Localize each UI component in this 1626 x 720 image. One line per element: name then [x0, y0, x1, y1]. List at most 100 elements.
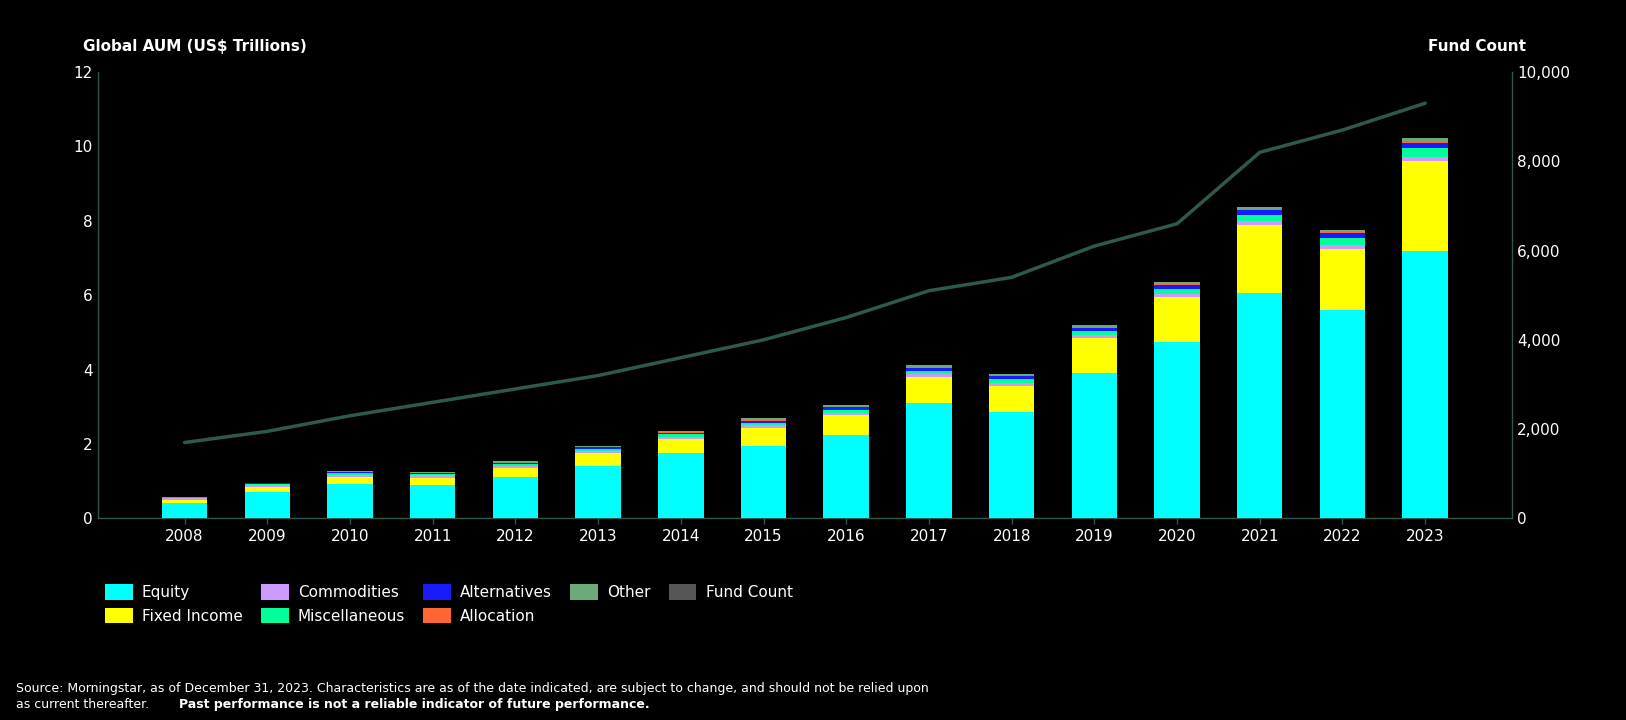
Bar — [1402, 157, 1447, 161]
Bar — [1237, 215, 1283, 221]
Bar — [989, 377, 1034, 379]
Bar — [1154, 284, 1200, 285]
Bar — [989, 413, 1034, 518]
Bar — [1320, 230, 1366, 233]
Bar — [1402, 143, 1447, 148]
Bar — [989, 375, 1034, 377]
Bar — [1072, 327, 1117, 328]
Bar — [989, 386, 1034, 413]
Bar — [659, 431, 704, 432]
Bar — [659, 433, 704, 434]
Bar — [989, 379, 1034, 382]
Bar — [659, 436, 704, 439]
Bar — [410, 478, 455, 485]
Bar — [659, 439, 704, 454]
Bar — [1402, 161, 1447, 251]
Bar — [1154, 289, 1200, 294]
Bar — [410, 475, 455, 478]
Text: Fund Count: Fund Count — [1428, 39, 1527, 54]
Bar — [906, 365, 951, 367]
Bar — [327, 474, 372, 477]
Bar — [906, 367, 951, 368]
Bar — [1154, 297, 1200, 342]
Bar — [1237, 293, 1283, 518]
Bar — [327, 477, 372, 484]
Text: as current thereafter.: as current thereafter. — [16, 698, 153, 711]
Bar — [1402, 138, 1447, 141]
Bar — [906, 374, 951, 377]
Bar — [327, 471, 372, 472]
Bar — [327, 473, 372, 474]
Bar — [576, 454, 621, 467]
Bar — [493, 463, 538, 464]
Bar — [741, 428, 787, 446]
Text: Global AUM (US$ Trillions): Global AUM (US$ Trillions) — [83, 39, 307, 54]
Legend: Equity, Fixed Income, Commodities, Miscellaneous, Alternatives, Allocation, Othe: Equity, Fixed Income, Commodities, Misce… — [106, 584, 792, 624]
Bar — [1154, 285, 1200, 289]
Bar — [244, 485, 289, 487]
Bar — [1320, 233, 1366, 238]
Bar — [823, 405, 868, 407]
Bar — [576, 451, 621, 454]
Text: Source: Morningstar, as of December 31, 2023. Characteristics are as of the date: Source: Morningstar, as of December 31, … — [16, 682, 928, 695]
Bar — [493, 464, 538, 466]
Bar — [659, 454, 704, 518]
Bar — [1154, 342, 1200, 518]
Bar — [576, 449, 621, 451]
Bar — [823, 435, 868, 518]
Bar — [1402, 251, 1447, 518]
Bar — [493, 466, 538, 468]
Bar — [1320, 245, 1366, 248]
Bar — [244, 487, 289, 492]
Bar — [906, 368, 951, 371]
Bar — [1072, 373, 1117, 518]
Bar — [1237, 221, 1283, 225]
Bar — [1072, 331, 1117, 335]
Bar — [741, 423, 787, 426]
Bar — [1072, 335, 1117, 338]
Bar — [327, 484, 372, 518]
Bar — [989, 374, 1034, 375]
Bar — [576, 446, 621, 447]
Bar — [163, 503, 208, 518]
Bar — [410, 474, 455, 475]
Bar — [1072, 325, 1117, 327]
Bar — [1072, 338, 1117, 373]
Bar — [244, 492, 289, 518]
Bar — [1237, 210, 1283, 215]
Bar — [823, 413, 868, 415]
Bar — [1237, 225, 1283, 293]
Bar — [1154, 282, 1200, 284]
Bar — [493, 468, 538, 477]
Bar — [823, 410, 868, 413]
Bar — [741, 446, 787, 518]
Bar — [741, 426, 787, 428]
Bar — [659, 434, 704, 436]
Bar — [823, 408, 868, 410]
Text: Past performance is not a reliable indicator of future performance.: Past performance is not a reliable indic… — [179, 698, 649, 711]
Bar — [163, 498, 208, 500]
Bar — [741, 420, 787, 423]
Bar — [1072, 328, 1117, 331]
Bar — [576, 447, 621, 449]
Bar — [1320, 248, 1366, 310]
Bar — [1402, 141, 1447, 143]
Bar — [327, 472, 372, 473]
Bar — [244, 484, 289, 485]
Bar — [823, 415, 868, 435]
Bar — [410, 485, 455, 518]
Bar — [163, 500, 208, 503]
Bar — [410, 473, 455, 474]
Bar — [906, 403, 951, 518]
Bar — [1402, 148, 1447, 157]
Bar — [741, 418, 787, 420]
Bar — [1320, 238, 1366, 245]
Bar — [1237, 207, 1283, 210]
Bar — [906, 371, 951, 374]
Bar — [1154, 294, 1200, 297]
Bar — [576, 467, 621, 518]
Bar — [906, 377, 951, 403]
Bar — [493, 477, 538, 518]
Bar — [1320, 310, 1366, 518]
Bar — [989, 382, 1034, 386]
